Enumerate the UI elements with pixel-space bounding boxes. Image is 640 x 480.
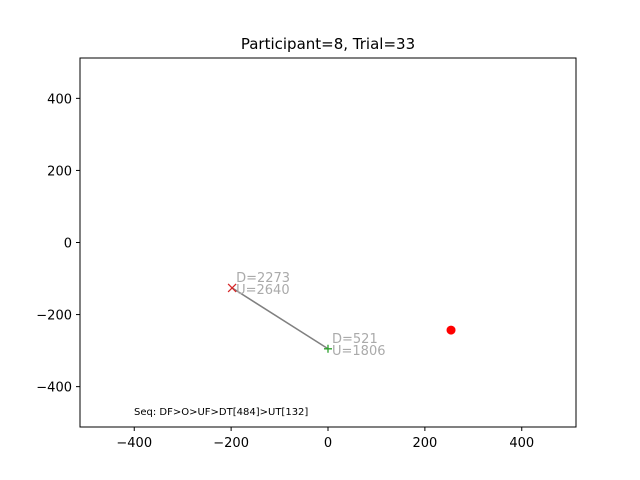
x-tick-label: −400	[116, 436, 152, 451]
point-annotation: U=2640	[236, 283, 290, 298]
plot-area	[79, 57, 577, 428]
start-x-marker	[227, 283, 237, 293]
chart-title: Participant=8, Trial=33	[241, 35, 415, 53]
point-annotation: D=2273	[236, 271, 290, 286]
x-tick-label: 400	[509, 436, 534, 451]
x-tick-label: −200	[213, 436, 249, 451]
trajectory-line	[231, 287, 329, 350]
sequence-annotation: Seq: DF>O>UF>DT[484]>UT[132]	[134, 407, 308, 418]
x-tick-label: 200	[412, 436, 437, 451]
y-tick-label: 0	[64, 237, 72, 252]
target-dot	[446, 325, 456, 335]
y-tick-label: −400	[36, 381, 72, 396]
x-axis: −400 −200 0 200 400	[116, 427, 534, 451]
point-annotation: D=521	[332, 332, 378, 347]
end-plus-marker	[324, 344, 332, 353]
y-tick-label: −200	[36, 309, 72, 324]
y-tick-label: 400	[47, 92, 72, 107]
y-axis: 400 200 0 −200 −400	[36, 92, 80, 396]
point-annotation: U=1806	[332, 344, 386, 359]
x-tick-label: 0	[324, 436, 332, 451]
y-tick-label: 200	[47, 164, 72, 179]
